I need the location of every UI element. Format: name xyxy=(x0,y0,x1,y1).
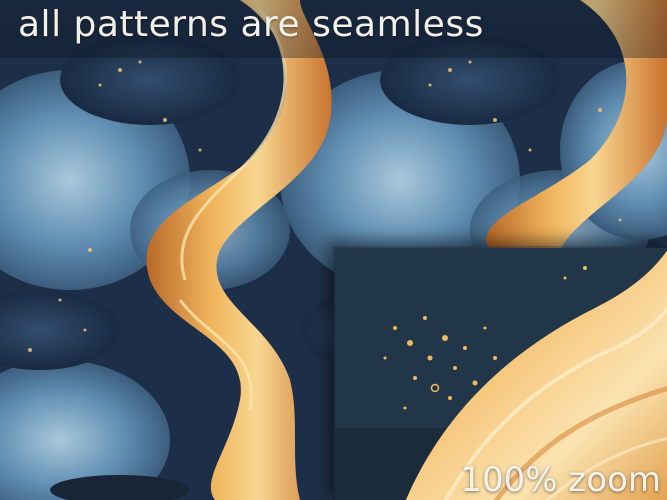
zoom-inset: 100% zoom xyxy=(333,246,667,500)
zoom-label: 100% zoom xyxy=(460,460,661,500)
title-banner: all patterns are seamless xyxy=(0,0,667,58)
zoomed-detail xyxy=(335,248,667,500)
title: all patterns are seamless xyxy=(18,4,484,45)
